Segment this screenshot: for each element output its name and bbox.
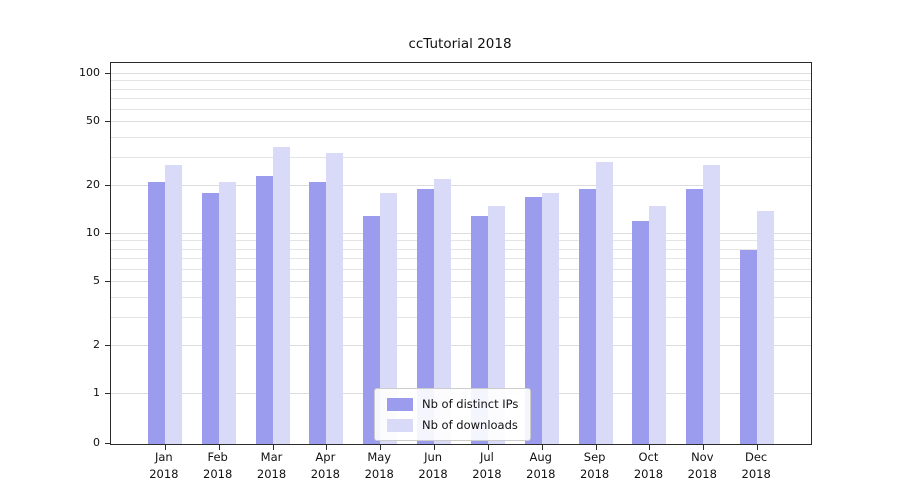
x-tick-label: Jun 2018 bbox=[418, 450, 448, 481]
major-gridline bbox=[111, 233, 811, 234]
minor-gridline bbox=[111, 108, 811, 110]
bar-downloads bbox=[595, 162, 613, 444]
x-tick-label: Mar 2018 bbox=[256, 450, 287, 481]
y-tick-mark bbox=[105, 233, 110, 234]
y-tick-label: 5 bbox=[93, 274, 100, 288]
legend: Nb of distinct IPs Nb of downloads bbox=[374, 388, 532, 441]
y-tick-mark bbox=[105, 184, 110, 186]
bar-downloads bbox=[326, 153, 344, 444]
minor-gridline bbox=[111, 268, 811, 270]
x-tick-mark bbox=[541, 445, 543, 450]
x-tick-mark bbox=[703, 445, 705, 450]
y-tick-label: 1 bbox=[93, 386, 100, 399]
y-tick-mark bbox=[105, 443, 110, 444]
y-tick-label: 50 bbox=[86, 114, 100, 128]
bar-downloads bbox=[487, 205, 505, 444]
major-gridline bbox=[111, 121, 811, 123]
y-tick-label: 100 bbox=[79, 66, 100, 79]
x-tick-label: Aug 2018 bbox=[526, 450, 556, 481]
bar-distinct-ips bbox=[309, 182, 327, 444]
x-tick-mark bbox=[487, 445, 489, 450]
legend-item-downloads: Nb of downloads bbox=[387, 418, 518, 432]
minor-gridline bbox=[111, 248, 811, 250]
x-axis: Jan 2018 Feb 2018 Mar 2018 Apr 2018 May 2018… bbox=[110, 449, 810, 493]
x-tick-label: Dec 2018 bbox=[741, 450, 771, 481]
bar-distinct-ips bbox=[632, 221, 650, 444]
y-tick-mark bbox=[105, 344, 110, 346]
x-tick-mark bbox=[380, 445, 382, 450]
x-tick-label: Jan 2018 bbox=[149, 450, 179, 481]
x-tick-mark bbox=[218, 445, 220, 450]
y-tick-label: 10 bbox=[86, 226, 100, 239]
x-tick-label: Oct 2018 bbox=[633, 450, 664, 481]
bar-downloads bbox=[380, 193, 398, 444]
bar-downloads bbox=[164, 164, 182, 444]
minor-gridline bbox=[111, 97, 811, 99]
plot-area bbox=[105, 62, 812, 450]
major-gridline bbox=[111, 73, 811, 74]
x-tick-mark bbox=[434, 445, 436, 450]
chart-title: ccTutorial 2018 bbox=[408, 36, 512, 52]
legend-swatch-distinct-ips bbox=[387, 397, 413, 411]
bar-distinct-ips bbox=[201, 193, 219, 444]
x-tick-label: Apr 2018 bbox=[310, 450, 341, 481]
minor-gridline bbox=[111, 88, 811, 90]
bar-downloads bbox=[649, 205, 667, 444]
bar-downloads bbox=[541, 193, 559, 444]
y-axis: 0 1 2 5 10 20 50 100 bbox=[0, 62, 100, 449]
bar-downloads bbox=[703, 164, 721, 444]
x-tick-label: May 2018 bbox=[364, 450, 394, 481]
x-tick-mark bbox=[757, 445, 759, 450]
minor-gridline bbox=[111, 296, 811, 298]
bar-distinct-ips bbox=[470, 215, 488, 444]
y-tick-label: 2 bbox=[93, 337, 100, 351]
x-tick-mark bbox=[649, 445, 651, 450]
bar-distinct-ips bbox=[578, 189, 596, 444]
minor-gridline bbox=[111, 156, 811, 158]
legend-item-distinct-ips: Nb of distinct IPs bbox=[387, 397, 518, 411]
x-tick-label: Jul 2018 bbox=[472, 450, 502, 481]
minor-gridline bbox=[111, 316, 811, 318]
x-tick-label: Sep 2018 bbox=[579, 450, 610, 481]
y-tick-mark bbox=[105, 121, 110, 123]
bar-distinct-ips bbox=[417, 189, 435, 444]
legend-swatch-downloads bbox=[387, 418, 413, 432]
legend-label-downloads: Nb of downloads bbox=[422, 418, 518, 432]
y-tick-label: 0 bbox=[93, 436, 100, 449]
bar-distinct-ips bbox=[363, 215, 381, 444]
minor-gridline bbox=[111, 136, 811, 138]
bar-distinct-ips bbox=[147, 182, 165, 444]
minor-gridline bbox=[111, 240, 811, 242]
y-tick-mark bbox=[105, 73, 110, 74]
x-tick-mark bbox=[164, 445, 166, 450]
x-tick-mark bbox=[272, 445, 274, 450]
legend-label-distinct-ips: Nb of distinct IPs bbox=[422, 397, 519, 411]
bar-distinct-ips bbox=[255, 176, 273, 444]
bar-downloads bbox=[272, 146, 290, 444]
bar-distinct-ips bbox=[740, 249, 758, 444]
bar-downloads bbox=[434, 179, 452, 444]
y-tick-mark bbox=[105, 281, 110, 283]
y-tick-mark bbox=[105, 393, 110, 394]
major-gridline bbox=[111, 184, 811, 186]
y-tick-label: 20 bbox=[86, 177, 100, 191]
x-tick-mark bbox=[595, 445, 597, 450]
x-tick-label: Feb 2018 bbox=[203, 450, 233, 481]
bar-distinct-ips bbox=[524, 197, 542, 444]
bar-downloads bbox=[218, 182, 236, 444]
minor-gridline bbox=[111, 80, 811, 82]
x-tick-label: Nov 2018 bbox=[687, 450, 717, 481]
bar-distinct-ips bbox=[686, 189, 704, 444]
major-gridline bbox=[111, 344, 811, 346]
x-tick-mark bbox=[326, 445, 328, 450]
bar-downloads bbox=[757, 210, 775, 444]
major-gridline bbox=[111, 281, 811, 283]
minor-gridline bbox=[111, 257, 811, 259]
